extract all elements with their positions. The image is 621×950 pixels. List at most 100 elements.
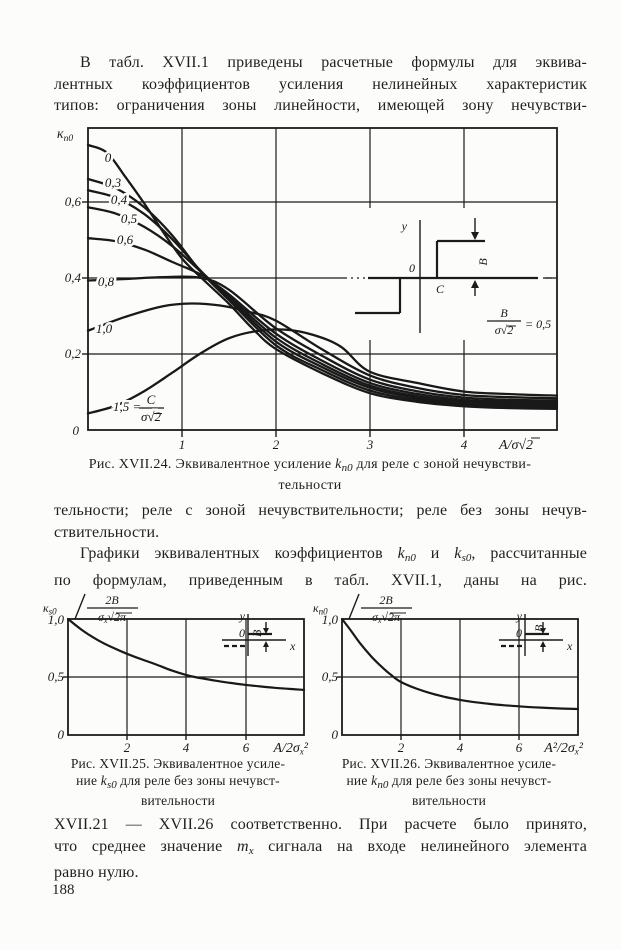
text-line: Графики эквивалентных коэффициентов kп0 … xyxy=(80,545,587,564)
curves-group xyxy=(340,617,580,711)
svg-text:4: 4 xyxy=(457,740,464,755)
text-line: XVII.21 — XVII.26 соответственно. При ра… xyxy=(54,816,587,833)
plot-grid xyxy=(337,618,579,740)
axis-ticks xyxy=(82,201,465,437)
arrow-down-icon xyxy=(471,232,479,240)
svg-text:0: 0 xyxy=(516,626,522,640)
svg-text:1,0: 1,0 xyxy=(322,612,339,627)
curve-label-0,8: 0,8 xyxy=(98,274,115,289)
curves-group: 0 0,3 0,4 0,5 0,6 0,8 1,0 xyxy=(86,143,559,415)
curve-0,5 xyxy=(86,206,559,406)
svg-text:2: 2 xyxy=(124,740,131,755)
curve-ks0 xyxy=(66,617,306,691)
svg-text:y: y xyxy=(516,609,523,623)
inset-y-label: y xyxy=(401,219,408,233)
tick-labels: 1,0 0,5 0 2 4 6 A/2σx² xyxy=(48,612,309,757)
y-tick: 0,6 xyxy=(65,194,82,209)
svg-text:0: 0 xyxy=(58,727,65,742)
x-axis-title: A/σ√2 xyxy=(498,438,533,453)
svg-text:x: x xyxy=(566,639,573,653)
text-line: типов: ограничения зоны линейности, имею… xyxy=(54,97,587,114)
inset-origin-label: 0 xyxy=(409,261,415,275)
svg-text:σ√2: σ√2 xyxy=(495,323,514,337)
y-tick: 0,2 xyxy=(65,346,82,361)
svg-text:B: B xyxy=(532,624,546,632)
svg-text:1,0: 1,0 xyxy=(48,612,65,627)
curve-0,4 xyxy=(86,189,559,407)
curve-kп0 xyxy=(340,617,580,711)
arrow-down-icon xyxy=(540,628,546,634)
page-number: 188 xyxy=(52,882,75,898)
curve-1,0 xyxy=(86,302,559,400)
figure-25-caption: Рис. XVII.25. Эквивалентное усиле- ние k… xyxy=(70,756,286,808)
curves-group xyxy=(66,617,306,691)
y-tick: 0 xyxy=(73,423,80,438)
svg-text:кs0: кs0 xyxy=(43,601,57,617)
paragraph-3: XVII.21 — XVII.26 соответственно. При ра… xyxy=(54,814,587,884)
svg-text:x: x xyxy=(289,639,296,653)
text-line: тельности; реле с зоной нечувствительнос… xyxy=(54,502,587,519)
x-tick: 2 xyxy=(273,437,280,452)
curve-label-0,6: 0,6 xyxy=(117,232,134,247)
svg-text:σ√2: σ√2 xyxy=(141,409,162,424)
x-tick: 3 xyxy=(366,437,374,452)
curve-label-1-5: 1,5 = C σ√2 xyxy=(111,390,165,427)
svg-text:4: 4 xyxy=(183,740,190,755)
y-axis-title: кп0 xyxy=(57,127,73,144)
curve-0 xyxy=(86,143,559,411)
y-axis-title: кп0 2B σx√2π xyxy=(313,593,412,625)
arrow-up-icon xyxy=(471,280,479,288)
arrow-up-icon xyxy=(540,641,546,647)
svg-text:0,5: 0,5 xyxy=(322,669,339,684)
relay-dead-zone-inset: y 0 C B B σ√2 = 0,5 xyxy=(345,208,557,340)
svg-text:2: 2 xyxy=(398,740,405,755)
svg-text:0,5: 0,5 xyxy=(48,669,65,684)
x-tick: 1 xyxy=(179,437,186,452)
svg-text:C: C xyxy=(147,392,156,407)
arrow-up-icon xyxy=(263,641,269,647)
svg-text:σx√2π: σx√2π xyxy=(372,610,401,625)
inset-b-label: B xyxy=(476,258,490,266)
plot-grid xyxy=(63,618,305,740)
svg-text:= 0,5: = 0,5 xyxy=(525,317,551,331)
figure-24-caption: Рис. XVII.24. Эквивалентное усиление kп0… xyxy=(88,457,532,493)
svg-text:B: B xyxy=(250,629,264,637)
curve-1,5 xyxy=(86,328,559,415)
text-line: по формулам, приведенным в табл. XVII.1,… xyxy=(54,571,587,589)
svg-text:B: B xyxy=(500,306,508,320)
relay-inset: y 0 x B xyxy=(222,609,296,656)
arrow-down-icon xyxy=(263,628,269,634)
figure-24-chart: 0 0,3 0,4 0,5 0,6 0,8 1,0 y 0 C B B σ√2 xyxy=(57,127,559,453)
svg-text:0: 0 xyxy=(332,727,339,742)
svg-text:кп0: кп0 xyxy=(313,601,328,617)
svg-text:6: 6 xyxy=(516,740,523,755)
text-line: В табл. XVII.1 приведены расчетные форму… xyxy=(80,54,587,71)
x-axis-title: A²/2σx² xyxy=(543,741,584,757)
curve-0,6 xyxy=(86,237,559,404)
paragraph-2: тельности; реле с зоной нечувствительнос… xyxy=(54,500,587,591)
svg-text:2B: 2B xyxy=(105,593,119,607)
curve-label-0: 0 xyxy=(105,150,112,165)
axis-labels: кп0 0,6 0,4 0,2 0 1 2 3 4 A/σ√2 xyxy=(57,127,540,453)
svg-text:6: 6 xyxy=(243,740,250,755)
curve-label-0,5: 0,5 xyxy=(121,211,138,226)
paragraph-1: В табл. XVII.1 приведены расчетные форму… xyxy=(54,52,587,117)
curve-0,3 xyxy=(86,177,559,409)
figure-25-chart: кs0 2B σx√2π 1,0 0,5 0 2 4 6 A/2σx² y xyxy=(43,593,309,757)
text-line: равно нулю. xyxy=(54,864,139,881)
x-axis-title: A/2σx² xyxy=(272,741,308,757)
text-line: лентных коэффициентов усиления нелинейны… xyxy=(54,75,587,93)
x-tick: 4 xyxy=(461,437,468,452)
svg-text:1,5 =: 1,5 = xyxy=(113,399,141,414)
tick-labels: 1,0 0,5 0 2 4 6 A²/2σx² xyxy=(322,612,584,757)
curve-label-1,0: 1,0 xyxy=(96,321,113,336)
figure-26-caption: Рис. XVII.26. Эквивалентное усиле- ние k… xyxy=(341,756,557,808)
y-axis-title: кs0 2B σx√2π xyxy=(43,593,138,625)
svg-text:σx√2π: σx√2π xyxy=(98,610,127,625)
inset-formula: B σ√2 = 0,5 xyxy=(487,306,551,337)
text-line: ствительности. xyxy=(54,523,160,541)
curve-label-0,3: 0,3 xyxy=(105,175,122,190)
curve-0,8 xyxy=(86,275,559,402)
curve-label-0,4: 0,4 xyxy=(111,192,128,207)
